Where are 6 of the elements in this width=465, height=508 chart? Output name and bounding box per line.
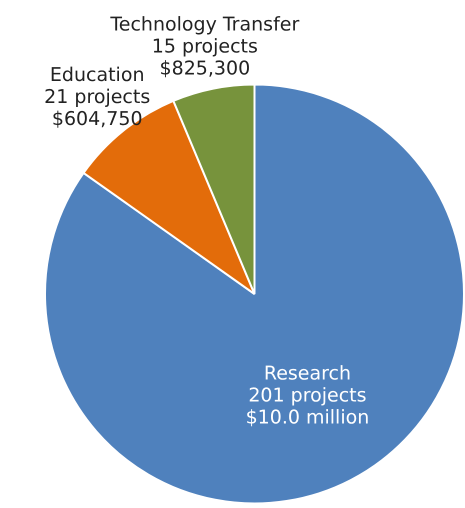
data-label: 15 projects $825,300 xyxy=(152,35,258,80)
slice-label: Technology Transfer xyxy=(109,13,300,36)
slice-label: Research xyxy=(264,362,351,384)
data-label: 201 projects $10.0 million xyxy=(246,384,370,428)
data-label: 21 projects $604,750 xyxy=(44,86,150,130)
slice-label: Education xyxy=(50,64,144,86)
